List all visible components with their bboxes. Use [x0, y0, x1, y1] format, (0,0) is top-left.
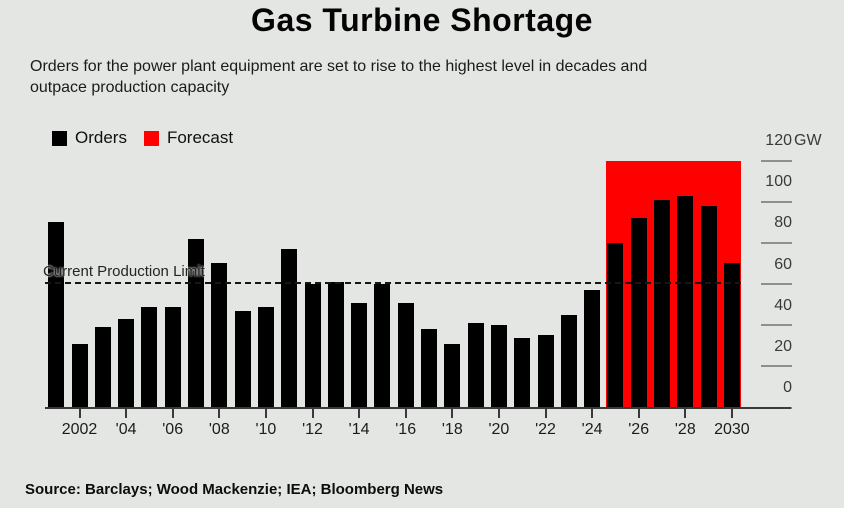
bar-2008 [211, 263, 228, 408]
x-axis-tick-2028 [684, 408, 687, 418]
forecast-swatch-icon [143, 130, 159, 146]
x-axis-label-2028: '28 [674, 421, 696, 438]
x-axis-label-2030: 2030 [714, 421, 750, 438]
y-axis-label-60: 60 [774, 255, 792, 273]
y-axis-label-120: 120 [765, 132, 792, 150]
x-axis-tick-2022 [544, 408, 547, 418]
bar-2012 [304, 284, 321, 408]
bar-2006 [164, 306, 181, 408]
y-axis-label-0: 0 [783, 379, 792, 396]
bar-2016 [397, 302, 414, 408]
x-axis-label-2014: '14 [348, 421, 370, 438]
production-limit-label: Current Production Limit [43, 263, 205, 281]
x-axis-label-2018: '18 [441, 421, 463, 438]
x-axis-tick-2030 [730, 408, 733, 418]
forecast-band [605, 160, 742, 408]
x-axis-tick-2016 [404, 408, 407, 418]
bar-2015 [374, 284, 391, 408]
y-axis-tick-80 [761, 241, 792, 244]
bar-2026 [630, 218, 647, 408]
bar-2018 [444, 343, 461, 408]
legend-label-forecast: Forecast [166, 128, 234, 147]
bar-2010 [257, 306, 274, 408]
bar-2030 [723, 263, 740, 408]
legend-item-orders: Orders [52, 128, 127, 148]
bar-2001 [48, 222, 65, 408]
bar-2025 [607, 242, 624, 408]
y-axis-label-100: 100 [765, 173, 792, 191]
bar-2013 [327, 281, 344, 408]
x-axis-label-2020: '20 [488, 421, 510, 438]
x-axis-label-2004: '04 [115, 421, 137, 438]
x-axis-tick-2014 [358, 408, 361, 418]
bar-2029 [700, 205, 717, 408]
production-limit-line [45, 281, 742, 284]
x-axis-tick-2010 [264, 408, 267, 418]
bar-2020 [490, 325, 507, 408]
x-axis-label-2022: '22 [535, 421, 556, 438]
y-axis-unit-label: GW [794, 132, 822, 150]
bar-2022 [537, 335, 554, 408]
legend: Orders Forecast [52, 128, 233, 148]
bar-2003 [94, 327, 111, 408]
x-axis-label-2012: '12 [302, 421, 323, 438]
y-axis-label-40: 40 [774, 296, 792, 314]
bar-2011 [281, 249, 298, 408]
bar-2028 [677, 195, 694, 408]
y-axis-tick-60 [761, 283, 792, 286]
x-axis-label-2016: '16 [395, 421, 417, 438]
bar-2017 [421, 329, 437, 408]
bar-2014 [351, 302, 368, 408]
y-axis-tick-120 [761, 159, 792, 162]
x-axis-tick-2008 [218, 408, 221, 418]
bar-2007 [188, 238, 204, 408]
y-axis-label-20: 20 [774, 337, 792, 355]
bar-2021 [514, 337, 531, 408]
bar-2009 [234, 310, 251, 408]
chart-subtitle: Orders for the power plant equipment are… [30, 58, 648, 96]
x-axis-label-2024: '24 [581, 421, 603, 438]
y-axis-label-80: 80 [774, 214, 792, 232]
x-axis-tick-2006 [171, 408, 174, 418]
bar-2024 [584, 290, 601, 408]
bar-2004 [118, 319, 135, 408]
legend-label-orders: Orders [75, 128, 127, 147]
bar-2023 [560, 314, 577, 408]
x-axis-baseline [45, 406, 791, 409]
bar-2027 [654, 199, 670, 408]
x-axis-label-2008: '08 [208, 421, 230, 438]
y-axis-tick-40 [761, 324, 792, 327]
orders-swatch-icon [52, 130, 67, 146]
x-axis-tick-2018 [451, 408, 454, 418]
y-axis-tick-20 [761, 365, 792, 368]
x-axis-tick-2024 [591, 408, 594, 418]
x-axis-tick-2026 [637, 408, 640, 418]
x-axis-label-2026: '26 [628, 421, 650, 438]
y-axis-tick-100 [761, 200, 792, 203]
bar-2019 [467, 323, 484, 408]
source-text: Source: Barclays; Wood Mackenzie; IEA; B… [25, 481, 444, 498]
x-axis-tick-2012 [311, 408, 314, 418]
x-axis-tick-2002 [78, 408, 81, 418]
x-axis-tick-2020 [497, 408, 500, 418]
x-axis-label-2010: '10 [255, 421, 277, 438]
x-axis-label-2006: '06 [162, 421, 184, 438]
bar-2005 [141, 306, 158, 408]
bar-2002 [71, 343, 88, 408]
legend-item-forecast: Forecast [143, 128, 234, 148]
x-axis-label-2002: 2002 [61, 421, 98, 438]
chart-title: Gas Turbine Shortage [251, 2, 593, 38]
x-axis-tick-2004 [125, 408, 128, 418]
